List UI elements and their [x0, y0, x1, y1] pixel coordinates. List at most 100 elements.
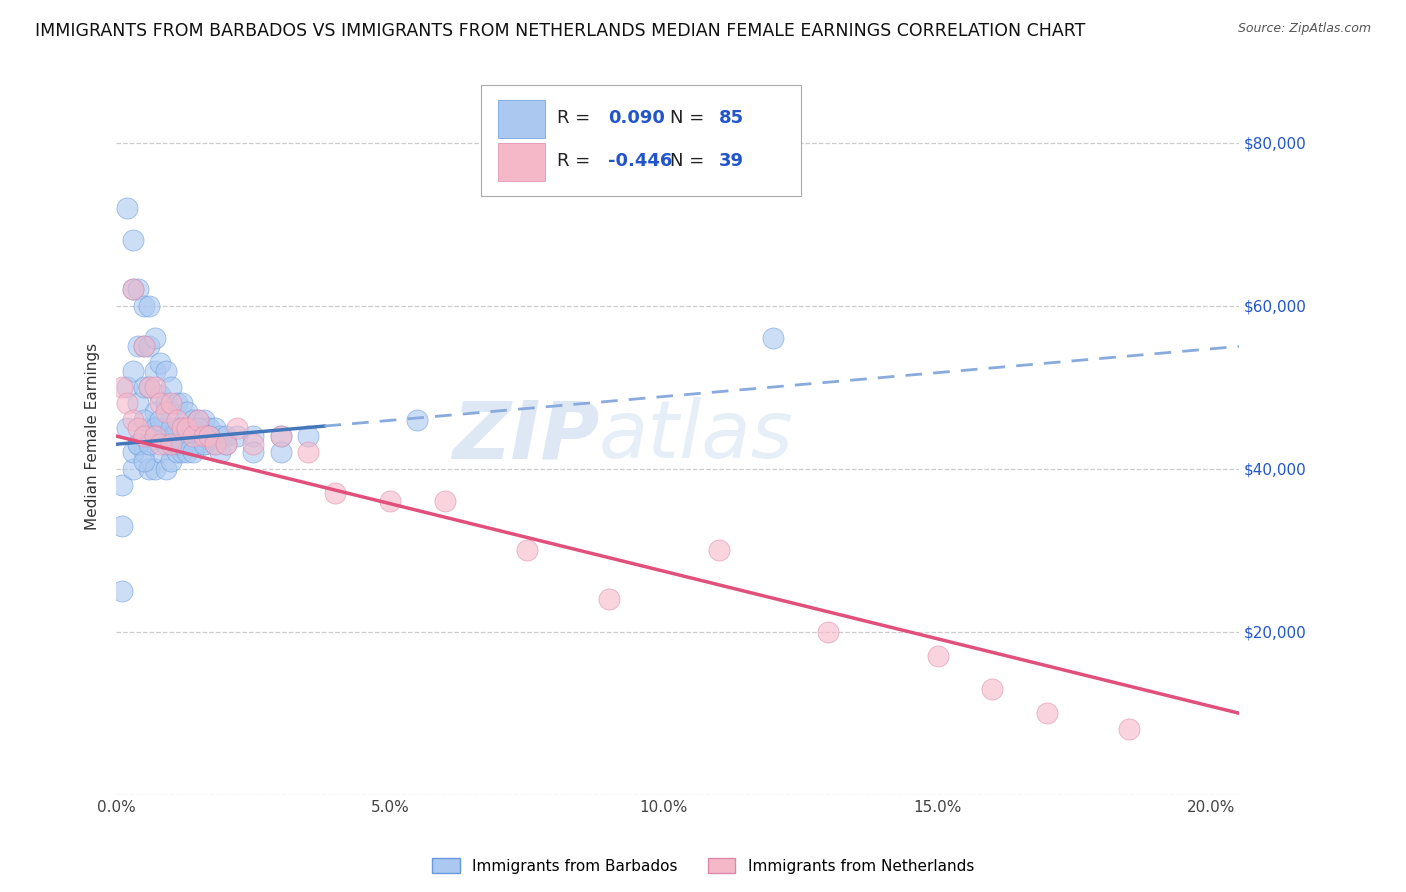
Point [187, 413, 209, 427]
Text: 39: 39 [718, 153, 744, 170]
Point [138, 461, 160, 475]
Point [155, 404, 177, 418]
Point [707, 543, 730, 558]
Text: -0.446: -0.446 [607, 153, 672, 170]
Point [406, 413, 429, 427]
Point [121, 364, 143, 378]
Point [149, 356, 172, 370]
Point [132, 429, 155, 443]
Text: IMMIGRANTS FROM BARBADOS VS IMMIGRANTS FROM NETHERLANDS MEDIAN FEMALE EARNINGS C: IMMIGRANTS FROM BARBADOS VS IMMIGRANTS F… [35, 22, 1085, 40]
Text: N =: N = [669, 153, 704, 170]
Point [143, 461, 166, 475]
Point [155, 396, 177, 410]
Point [143, 421, 166, 435]
Point [132, 299, 155, 313]
Point [127, 437, 149, 451]
Text: N =: N = [669, 110, 704, 128]
Text: R =: R = [557, 110, 591, 128]
Point [121, 282, 143, 296]
Point [242, 445, 264, 459]
Point [198, 421, 221, 435]
Point [121, 234, 143, 248]
Point [132, 380, 155, 394]
Point [155, 429, 177, 443]
Point [270, 429, 292, 443]
Point [981, 681, 1004, 696]
Point [149, 421, 172, 435]
Point [215, 437, 238, 451]
Point [143, 380, 166, 394]
Point [115, 380, 138, 394]
Point [297, 445, 319, 459]
Point [160, 453, 183, 467]
Point [166, 396, 188, 410]
Point [166, 421, 188, 435]
Point [1036, 706, 1059, 721]
Text: ZIP: ZIP [451, 397, 599, 475]
Text: R =: R = [557, 153, 591, 170]
Point [270, 429, 292, 443]
Point [143, 429, 166, 443]
Point [149, 388, 172, 402]
Point [149, 413, 172, 427]
Point [166, 413, 188, 427]
FancyBboxPatch shape [498, 100, 546, 138]
Point [149, 445, 172, 459]
Point [160, 396, 183, 410]
Point [127, 282, 149, 296]
FancyBboxPatch shape [498, 143, 546, 181]
Point [297, 429, 319, 443]
Point [143, 364, 166, 378]
Point [225, 421, 247, 435]
Point [166, 437, 188, 451]
Point [225, 429, 247, 443]
Point [762, 331, 785, 345]
Point [170, 421, 193, 435]
Point [166, 445, 188, 459]
Point [187, 437, 209, 451]
Point [111, 518, 134, 533]
Point [149, 396, 172, 410]
Point [115, 421, 138, 435]
Point [160, 437, 183, 451]
Text: atlas: atlas [599, 397, 794, 475]
Point [193, 437, 215, 451]
Point [193, 429, 215, 443]
Legend: Immigrants from Barbados, Immigrants from Netherlands: Immigrants from Barbados, Immigrants fro… [426, 852, 980, 880]
Point [155, 364, 177, 378]
Point [160, 421, 183, 435]
Point [181, 429, 204, 443]
Point [111, 583, 134, 598]
Point [143, 404, 166, 418]
Text: Source: ZipAtlas.com: Source: ZipAtlas.com [1237, 22, 1371, 36]
Point [170, 421, 193, 435]
Point [187, 421, 209, 435]
Point [927, 649, 949, 664]
Point [121, 413, 143, 427]
Point [155, 437, 177, 451]
Point [138, 380, 160, 394]
Point [181, 413, 204, 427]
Point [143, 429, 166, 443]
Point [204, 437, 226, 451]
Point [193, 413, 215, 427]
Point [132, 453, 155, 467]
Point [127, 437, 149, 451]
Point [121, 282, 143, 296]
Point [132, 339, 155, 353]
Point [209, 445, 232, 459]
Point [160, 429, 183, 443]
Point [193, 437, 215, 451]
Point [378, 494, 401, 508]
Point [132, 445, 155, 459]
Point [198, 429, 221, 443]
Point [121, 461, 143, 475]
Point [115, 396, 138, 410]
Point [176, 421, 198, 435]
Point [132, 413, 155, 427]
Point [160, 380, 183, 394]
Text: 0.090: 0.090 [607, 110, 665, 128]
Point [242, 437, 264, 451]
Point [817, 624, 839, 639]
Point [115, 201, 138, 215]
